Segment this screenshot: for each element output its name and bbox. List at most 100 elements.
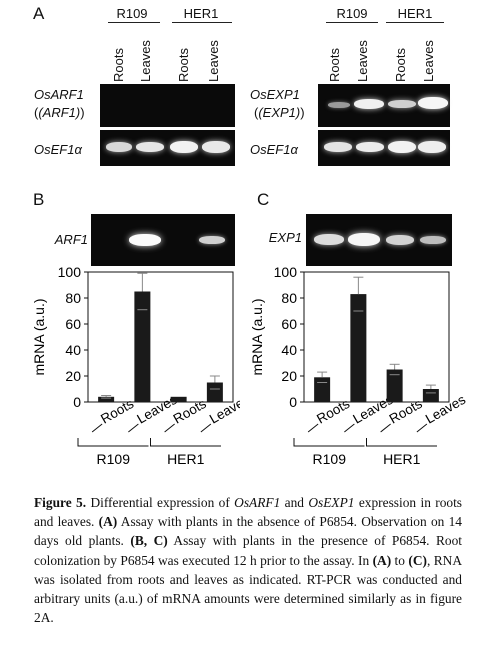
caption-text: and <box>280 495 309 510</box>
category-leader <box>344 423 355 433</box>
group-label-her1: HER1 <box>183 6 219 21</box>
plot-frame <box>87 271 234 403</box>
category-leader <box>164 423 175 433</box>
group-label: R109 <box>313 451 347 467</box>
gel-band <box>386 235 414 245</box>
caption-gene: OsEXP1 <box>308 495 355 510</box>
panel-b-letter: B <box>33 190 45 209</box>
gene-label-exp1-c: EXP1 <box>268 230 302 245</box>
caption-text: , RNA was isolated from roots and leaves… <box>34 552 462 626</box>
caption-gene: OsARF1 <box>234 495 281 510</box>
caption-fig-label: Figure 5. <box>34 495 87 510</box>
y-tick-label: 100 <box>274 264 298 280</box>
gel-band <box>136 142 164 152</box>
gene-label-arf1-b: ARF1 <box>54 232 88 247</box>
bar <box>98 396 115 402</box>
group-label: HER1 <box>383 451 421 467</box>
gel-band <box>129 234 161 246</box>
group-label: R109 <box>97 451 131 467</box>
bar <box>134 291 151 402</box>
gel-band <box>324 142 352 152</box>
y-axis-label: mRNA (a.u.) <box>249 298 265 375</box>
category-leader <box>200 423 212 433</box>
caption-panel-ref: (B, C) <box>130 533 168 549</box>
category-leader <box>380 423 391 433</box>
y-tick-label: 60 <box>65 316 81 332</box>
gel-osef1a-left <box>100 130 235 166</box>
bar <box>422 389 439 402</box>
gene-label-osef1a: OsEF1α <box>250 142 298 157</box>
bar <box>206 382 223 402</box>
caption-text: to <box>391 552 409 568</box>
y-tick-label: 0 <box>289 394 297 410</box>
caption-text: Assay with plants in the absence of P685… <box>34 514 462 549</box>
gel-band <box>199 236 225 244</box>
gene-label-osexp1: OsEXP1 <box>250 87 300 102</box>
gel-band <box>388 141 416 153</box>
gel-band <box>356 142 384 152</box>
gel-osef1a-right <box>318 130 450 166</box>
group-underline <box>108 22 160 23</box>
gel-band <box>202 141 230 153</box>
y-tick-label: 20 <box>65 368 81 384</box>
gel-band <box>418 141 446 153</box>
lane-label: Roots <box>327 48 342 82</box>
gene-label-osarf1: OsARF1 <box>34 87 84 102</box>
lane-label: Leaves <box>206 40 221 82</box>
caption-text: expression in roots and leaves. <box>34 495 463 530</box>
gel-band <box>314 234 344 245</box>
y-axis-label: mRNA (a.u.) <box>31 298 47 375</box>
bar <box>386 369 403 402</box>
lane-label: Leaves <box>421 40 436 82</box>
caption-text: Differential expression of <box>86 495 235 510</box>
group-bracket <box>366 438 437 447</box>
gel-band <box>418 97 448 109</box>
group-label: HER1 <box>167 451 205 467</box>
lane-label: Roots <box>111 48 126 82</box>
y-tick-label: 80 <box>281 290 297 306</box>
caption-panel-ref: (C) <box>408 552 427 568</box>
category-leader <box>91 423 103 433</box>
group-label-r109: R109 <box>116 6 148 21</box>
y-tick-label: 40 <box>65 342 81 358</box>
gel-band <box>348 233 380 246</box>
gel-osexp1 <box>318 84 450 127</box>
gene-label-exp1: ((EXP1)) <box>254 105 305 120</box>
y-tick-label: 80 <box>65 290 81 306</box>
y-tick-label: 40 <box>281 342 297 358</box>
gel-band <box>328 102 350 108</box>
bar <box>350 294 367 402</box>
gene-label-arf1: ((ARF1)) <box>34 105 85 120</box>
group-underline <box>326 22 378 23</box>
gel-band <box>354 99 384 109</box>
figure-caption: Figure 5. Differential expression of OsA… <box>34 493 462 627</box>
panel-c-letter: C <box>257 190 270 209</box>
category-leader <box>307 423 319 433</box>
lane-label: Roots <box>393 48 408 82</box>
bar <box>314 377 331 402</box>
gel-exp1-c <box>306 214 452 266</box>
gel-arf1-b <box>91 214 235 266</box>
lane-label: Leaves <box>138 40 153 82</box>
bar <box>170 396 187 402</box>
group-bracket <box>293 438 365 447</box>
lane-label: Leaves <box>355 40 370 82</box>
category-leader <box>416 423 428 433</box>
group-label-r109: R109 <box>336 6 368 21</box>
group-bracket <box>77 438 149 447</box>
group-underline <box>172 22 232 23</box>
caption-panel-ref: (A) <box>98 514 118 530</box>
y-tick-label: 60 <box>281 316 297 332</box>
gel-band <box>388 100 416 108</box>
gel-osarf1 <box>100 84 235 127</box>
lane-label: Roots <box>176 48 191 82</box>
gel-band <box>420 236 446 244</box>
group-bracket <box>150 438 221 447</box>
y-tick-label: 20 <box>281 368 297 384</box>
panel-a-letter: A <box>33 4 45 23</box>
y-tick-label: 0 <box>73 394 81 410</box>
category-leader <box>128 423 139 433</box>
gel-band <box>170 141 198 153</box>
